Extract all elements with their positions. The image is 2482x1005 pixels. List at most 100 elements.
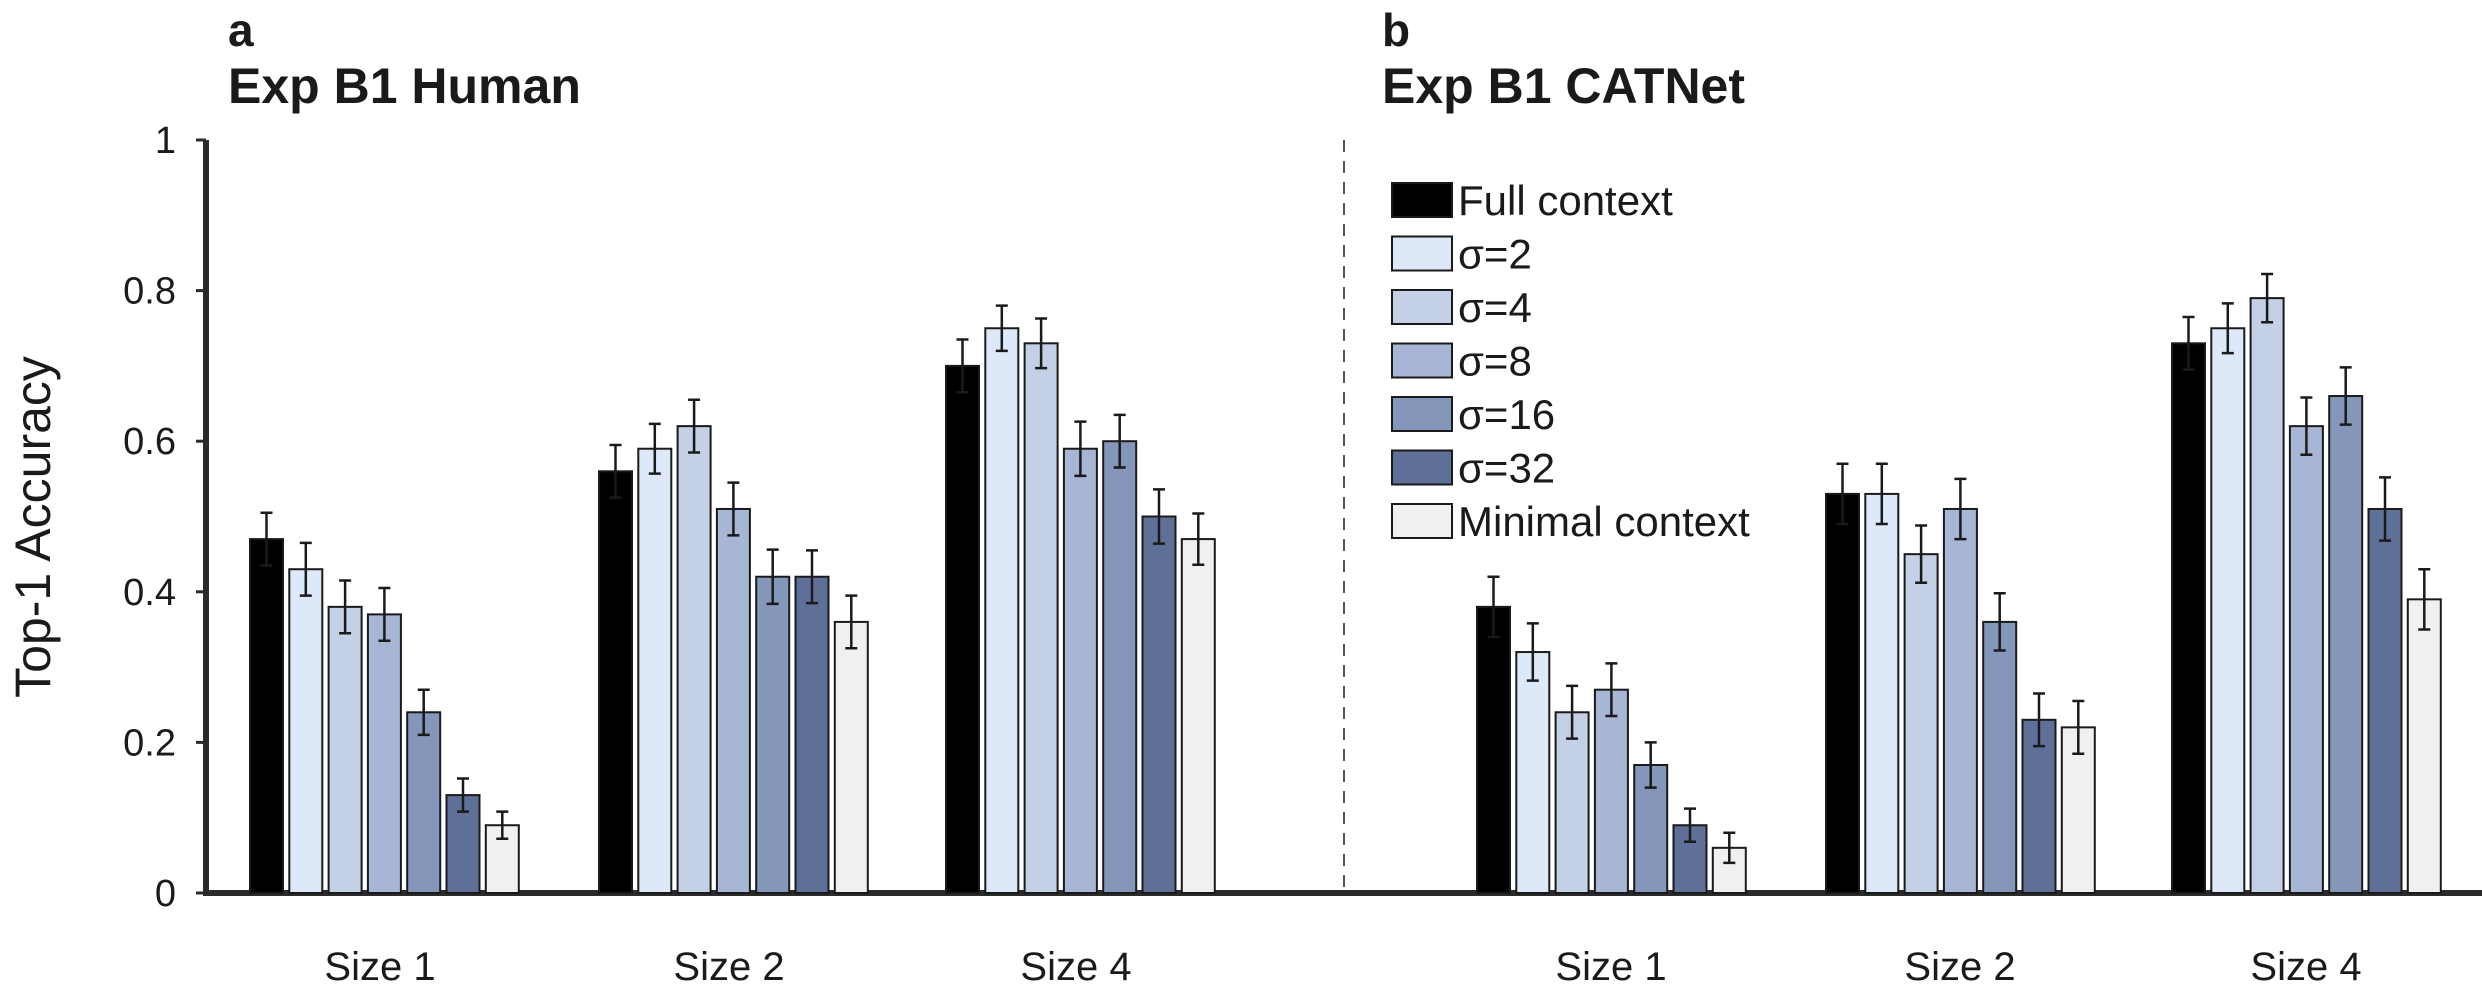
panel-b-letter: b — [1382, 4, 1410, 56]
y-axis-label: Top-1 Accuracy — [5, 356, 61, 698]
legend-swatch — [1391, 182, 1453, 218]
error-bar — [727, 481, 740, 537]
bar — [2406, 598, 2442, 895]
error-bar — [845, 594, 858, 650]
y-tick: 0.2 — [123, 722, 206, 764]
panel-b-category-label: Size 1 — [1555, 945, 1666, 989]
error-bar — [2033, 692, 2045, 748]
y-tick: 0.6 — [123, 421, 206, 463]
legend-item: σ=8 — [1391, 338, 1532, 385]
bar — [676, 425, 712, 894]
panel-a-bars — [249, 304, 1216, 895]
bar — [249, 538, 284, 895]
error-bar — [688, 398, 701, 454]
error-bar — [299, 541, 312, 597]
y-ticks: 0 0.2 0.4 0.6 0.8 1 — [123, 120, 206, 915]
bar — [598, 470, 633, 894]
bar — [715, 507, 751, 894]
legend-swatch — [1391, 503, 1453, 539]
panel-a-title: Exp B1 Human — [228, 58, 581, 114]
error-bar — [1915, 524, 1928, 585]
error-bar — [1605, 662, 1618, 718]
error-bar — [1723, 831, 1736, 865]
error-bar — [956, 338, 969, 394]
error-bar — [648, 422, 661, 475]
bar — [2171, 342, 2206, 894]
error-bar — [2261, 272, 2274, 324]
error-bar — [378, 586, 391, 642]
bar — [794, 575, 830, 894]
error-bar — [1954, 477, 1967, 541]
error-bar — [1875, 462, 1888, 526]
error-bar — [1993, 592, 2006, 652]
error-bar — [1644, 741, 1657, 789]
bar — [2249, 297, 2285, 894]
bar — [1554, 711, 1590, 895]
bar — [366, 613, 402, 894]
legend-label: Minimal context — [1458, 498, 1750, 545]
legend-label: σ=32 — [1458, 445, 1555, 492]
bar — [1825, 492, 1860, 894]
error-bar — [766, 548, 779, 606]
legend-item: Full context — [1391, 177, 1673, 224]
panel-a-letter: a — [228, 4, 254, 56]
bar — [1864, 492, 1900, 894]
bar — [1903, 553, 1939, 895]
legend-item: Minimal context — [1391, 498, 1750, 545]
y-tick-label: 0.4 — [123, 572, 176, 614]
panel-b-category-label: Size 4 — [2250, 945, 2361, 989]
panel-b-category-label: Size 2 — [1904, 945, 2015, 989]
legend-label: σ=2 — [1458, 231, 1532, 278]
y-tick: 1 — [155, 120, 206, 162]
error-bar — [1153, 488, 1165, 545]
bar — [833, 620, 869, 894]
y-tick: 0.4 — [123, 572, 206, 614]
error-bar — [1836, 462, 1849, 526]
bar — [2367, 507, 2403, 894]
bar — [1633, 763, 1669, 894]
bar — [327, 605, 363, 894]
bar — [1593, 688, 1629, 894]
error-bar — [995, 304, 1008, 353]
error-bar — [339, 579, 352, 635]
error-bar — [1487, 575, 1500, 639]
error-bar — [1074, 420, 1087, 478]
bar — [2288, 425, 2324, 894]
bar — [2021, 718, 2057, 894]
legend-item: σ=16 — [1391, 391, 1555, 438]
error-bar — [2379, 476, 2391, 542]
bar — [2210, 327, 2246, 894]
bar — [1180, 538, 1216, 895]
error-bar — [260, 511, 273, 567]
bar — [984, 327, 1020, 894]
y-tick: 0.8 — [123, 271, 206, 313]
legend-swatch — [1391, 396, 1453, 432]
error-bar — [2300, 396, 2313, 457]
y-tick-label: 0 — [155, 873, 176, 915]
legend-label: Full context — [1458, 177, 1673, 224]
bar — [1141, 515, 1177, 894]
error-bar — [1035, 317, 1048, 370]
error-bar — [1684, 807, 1696, 844]
y-tick: 0 — [155, 873, 206, 915]
bar — [1515, 651, 1551, 894]
panel-a-category-label: Size 4 — [1020, 945, 1131, 989]
y-tick-label: 0.6 — [123, 421, 176, 463]
legend-item: σ=2 — [1391, 231, 1532, 278]
y-tick-label: 0.8 — [123, 271, 176, 313]
y-tick-label: 0.2 — [123, 722, 176, 764]
bar — [1982, 620, 2018, 894]
error-bar — [496, 810, 509, 841]
error-bar — [2418, 567, 2431, 631]
panel-b-title: Exp B1 CATNet — [1382, 58, 1745, 114]
legend-swatch — [1391, 235, 1453, 272]
legend-label: σ=8 — [1458, 338, 1532, 385]
bar — [2328, 395, 2364, 894]
error-bar — [457, 777, 469, 813]
error-bar — [2072, 699, 2085, 755]
legend-swatch — [1391, 289, 1453, 325]
bar — [1476, 605, 1511, 894]
legend-label: σ=4 — [1458, 284, 1532, 331]
legend-swatch — [1391, 342, 1453, 379]
